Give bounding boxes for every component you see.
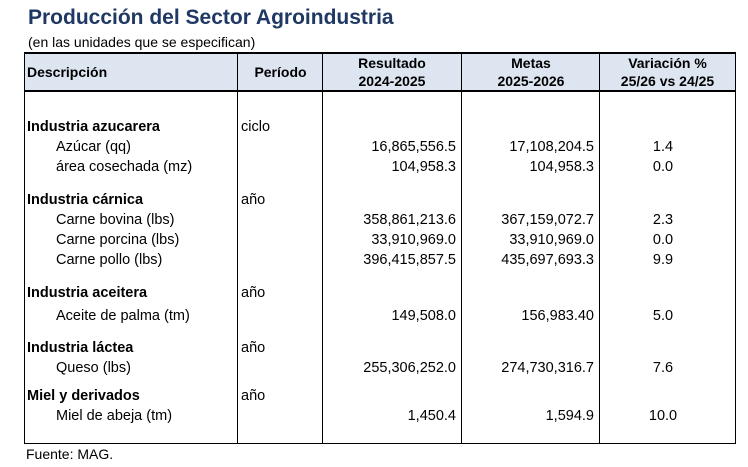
table-row: Carne porcina (lbs) 33,910,969.0 33,910,… <box>25 230 735 250</box>
table-row: Miel de abeja (tm) 1,450.4 1,594.9 10.0 <box>25 406 735 426</box>
metas-cell: 274,730,316.7 <box>501 360 594 376</box>
period-cell: año <box>241 192 266 208</box>
header-descripcion: Descripción <box>27 64 108 80</box>
period-cell: año <box>241 388 266 404</box>
header-metas-label: Metas <box>511 55 551 71</box>
period-cell: ciclo <box>241 119 271 135</box>
page-title: Producción del Sector Agroindustria <box>28 6 394 29</box>
table-row: Aceite de palma (tm) 149,508.0 156,983.4… <box>25 306 735 326</box>
table-row: Miel y derivados año <box>25 386 735 406</box>
column-divider <box>461 52 462 443</box>
table-row: área cosechada (mz) 104,958.3 104,958.3 … <box>25 157 735 177</box>
table-row: Carne pollo (lbs) 396,415,857.5 435,697,… <box>25 250 735 270</box>
item-label: Carne bovina (lbs) <box>56 212 175 228</box>
resultado-cell: 396,415,857.5 <box>363 252 456 268</box>
header-variacion-period: 25/26 vs 24/25 <box>620 73 715 89</box>
category-label: Industria láctea <box>27 340 134 356</box>
table-row: Queso (lbs) 255,306,252.0 274,730,316.7 … <box>25 358 735 378</box>
resultado-cell: 255,306,252.0 <box>363 360 456 376</box>
metas-cell: 33,910,969.0 <box>509 232 594 248</box>
page-subtitle: (en las unidades que se especifican) <box>28 34 256 50</box>
header-resultado-period: 2024-2025 <box>358 73 426 89</box>
table-row: Industria cárnica año <box>25 190 735 210</box>
variacion-cell: 7.6 <box>652 360 674 376</box>
header-variacion-label: Variación % <box>628 55 707 71</box>
column-divider <box>237 52 238 443</box>
metas-cell: 367,159,072.7 <box>501 212 594 228</box>
item-label: Aceite de palma (tm) <box>56 308 190 324</box>
variacion-cell: 5.0 <box>652 308 674 324</box>
variacion-cell: 2.3 <box>652 212 674 228</box>
header-periodo: Período <box>254 64 307 80</box>
resultado-cell: 358,861,213.6 <box>363 212 456 228</box>
header-resultado: Resultado 2024-2025 <box>323 54 461 90</box>
production-table: Descripción Período Resultado 2024-2025 M… <box>24 52 736 444</box>
table-header: Descripción Período Resultado 2024-2025 M… <box>25 52 735 92</box>
period-cell: año <box>241 340 266 356</box>
resultado-cell: 104,958.3 <box>391 159 456 175</box>
metas-cell: 104,958.3 <box>529 159 594 175</box>
table-row: Carne bovina (lbs) 358,861,213.6 367,159… <box>25 210 735 230</box>
item-label: área cosechada (mz) <box>56 159 193 175</box>
metas-cell: 1,594.9 <box>545 408 594 424</box>
category-label: Miel y derivados <box>27 388 140 404</box>
source-note: Fuente: MAG. <box>26 446 114 462</box>
resultado-cell: 33,910,969.0 <box>371 232 456 248</box>
metas-cell: 156,983.40 <box>521 308 594 324</box>
item-label: Carne porcina (lbs) <box>56 232 180 248</box>
variacion-cell: 10.0 <box>648 408 678 424</box>
resultado-cell: 16,865,556.5 <box>371 139 456 155</box>
category-label: Industria aceitera <box>27 285 148 301</box>
header-metas-period: 2025-2026 <box>497 73 565 89</box>
item-label: Azúcar (qq) <box>56 139 131 155</box>
item-label: Miel de abeja (tm) <box>56 408 173 424</box>
table-row: Azúcar (qq) 16,865,556.5 17,108,204.5 1.… <box>25 137 735 157</box>
variacion-cell: 0.0 <box>652 232 674 248</box>
header-resultado-label: Resultado <box>358 55 426 71</box>
resultado-cell: 149,508.0 <box>391 308 456 324</box>
resultado-cell: 1,450.4 <box>407 408 456 424</box>
metas-cell: 435,697,693.3 <box>501 252 594 268</box>
header-variacion: Variación % 25/26 vs 24/25 <box>600 54 735 90</box>
item-label: Carne pollo (lbs) <box>56 252 163 268</box>
period-cell: año <box>241 285 266 301</box>
table-row: Industria aceitera año <box>25 283 735 303</box>
metas-cell: 17,108,204.5 <box>509 139 594 155</box>
category-label: Industria azucarera <box>27 119 160 135</box>
table-row: Industria azucarera ciclo <box>25 117 735 137</box>
header-metas: Metas 2025-2026 <box>462 54 600 90</box>
column-divider <box>322 52 323 443</box>
variacion-cell: 9.9 <box>652 252 674 268</box>
item-label: Queso (lbs) <box>56 360 131 376</box>
variacion-cell: 1.4 <box>652 139 674 155</box>
category-label: Industria cárnica <box>27 192 144 208</box>
variacion-cell: 0.0 <box>652 159 674 175</box>
column-divider <box>599 52 600 443</box>
table-row: Industria láctea año <box>25 338 735 358</box>
